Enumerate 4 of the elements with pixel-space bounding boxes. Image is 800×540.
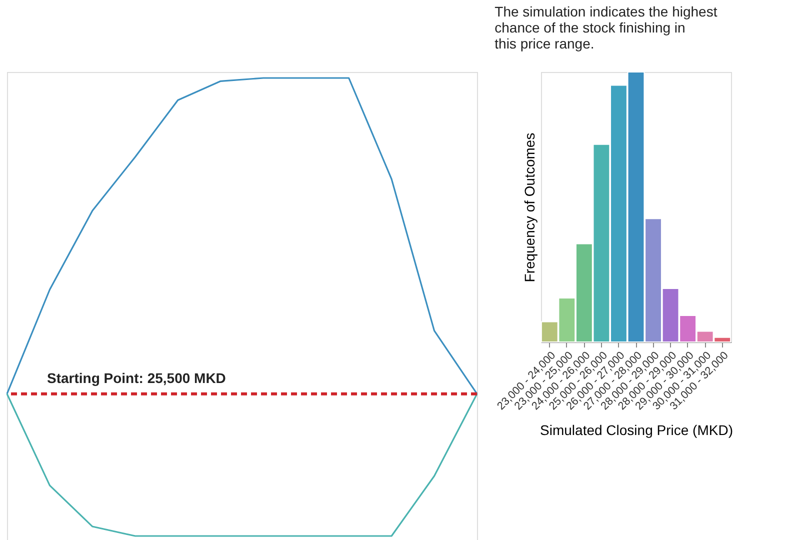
y-axis-title: Frequency of Outcomes bbox=[522, 132, 538, 282]
text: The simulation indicates the highest chance of the stock finishing in this price range. bbox=[494, 4, 718, 52]
x-axis-title: Simulated Closing Price (MKD) bbox=[540, 422, 733, 438]
annotation: Starting Point: 25,500 MKD bbox=[47, 370, 226, 386]
